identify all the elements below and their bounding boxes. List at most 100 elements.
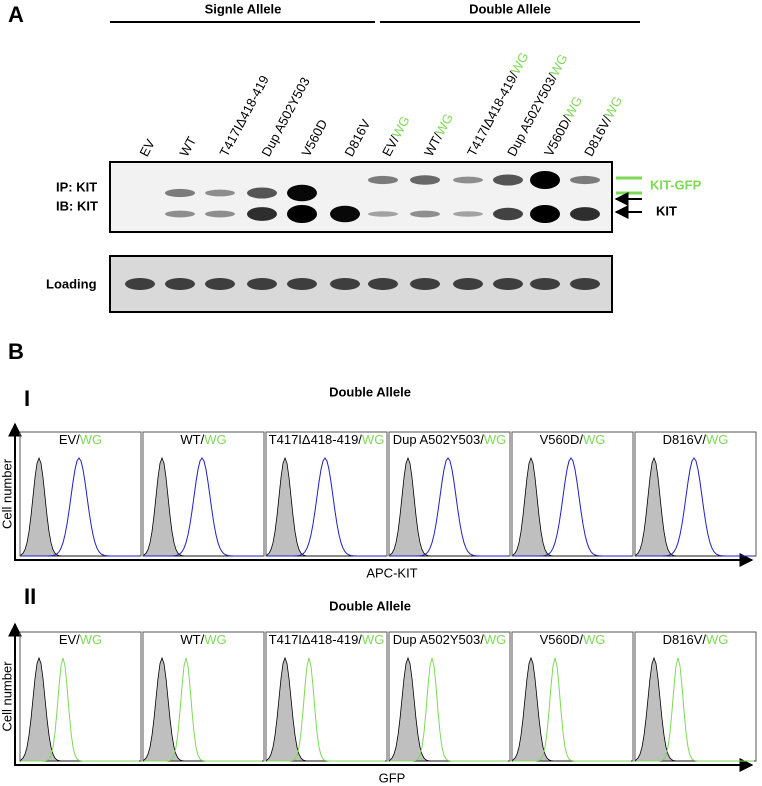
lane-label: EV (136, 136, 158, 159)
lane-label: WT (176, 134, 199, 159)
sample-label: EV/WG (59, 632, 102, 647)
loading-band (410, 278, 440, 290)
x-axis-label: APC-KIT (366, 565, 417, 580)
control-peak (20, 656, 140, 762)
band (453, 176, 483, 184)
label-name: D816V/ (663, 632, 707, 647)
control-peak (143, 456, 263, 557)
group-label: Signle Allele (205, 1, 282, 16)
loading-band (330, 278, 360, 290)
lane-label: WT/WG (421, 111, 456, 159)
row-title: Double Allele (329, 384, 411, 399)
label-tag: WG (484, 632, 506, 647)
sample-peak (513, 457, 631, 557)
sample-peak (636, 657, 754, 762)
band (530, 171, 560, 189)
label-tag: WG (204, 432, 226, 447)
blot-label: IB: KIT (56, 198, 98, 213)
label-tag: WG (583, 632, 605, 647)
control-peak (143, 656, 263, 762)
sample-peak (144, 457, 262, 557)
control-peak (389, 456, 509, 557)
sample-peak (267, 657, 385, 762)
control-peak (389, 656, 509, 762)
band (165, 210, 195, 218)
loading-band (493, 278, 523, 290)
sample-peak (390, 657, 508, 762)
label-name: WT/ (180, 432, 204, 447)
lane-label: V560D/WG (541, 94, 585, 159)
sample-label: WT/WG (180, 432, 226, 447)
band (493, 207, 523, 221)
group-label: Double Allele (469, 1, 551, 16)
sample-peak (513, 657, 631, 762)
sample-peak (144, 657, 262, 762)
band (247, 187, 277, 199)
band (453, 211, 483, 217)
lane-label: D816V (341, 117, 373, 159)
label-tag: WG (706, 432, 728, 447)
sample-peak (21, 657, 139, 762)
label-name: Dup A502Y503/ (393, 432, 484, 447)
loading-band (205, 278, 235, 290)
label-name: V560D/ (540, 632, 584, 647)
sample-label: Dup A502Y503/WG (393, 632, 506, 647)
sample-peak (21, 457, 139, 557)
label-name: EV/ (59, 432, 80, 447)
band (410, 210, 440, 218)
band (493, 174, 523, 186)
band (570, 207, 600, 221)
sample-label: EV/WG (59, 432, 102, 447)
loading-band (125, 278, 155, 290)
band (410, 175, 440, 185)
sample-label: Dup A502Y503/WG (393, 432, 506, 447)
sample-label: V560D/WG (540, 432, 606, 447)
row-title: Double Allele (329, 598, 411, 613)
sample-label: T417IΔ418-419/WG (269, 632, 385, 647)
sample-label: WT/WG (180, 632, 226, 647)
loading-band (287, 278, 317, 290)
row-label: II (24, 584, 36, 609)
control-peak (20, 456, 140, 557)
sample-label: D816V/WG (663, 432, 729, 447)
band (368, 211, 398, 217)
label-tag: WG (362, 432, 384, 447)
label-tag: WG (484, 432, 506, 447)
arrow-label: KIT-GFP (650, 177, 702, 192)
blot-label: IP: KIT (56, 179, 97, 194)
control-peak (266, 656, 386, 762)
loading-band (247, 278, 277, 290)
label-name: V560D/ (541, 113, 575, 159)
label-name: D816V/ (663, 432, 707, 447)
panel-label: B (8, 339, 24, 364)
band (287, 184, 317, 202)
label-name: WT/ (180, 632, 204, 647)
sample-label: V560D/WG (540, 632, 606, 647)
label-tag: WG (80, 632, 102, 647)
control-peak (512, 656, 632, 762)
label-name: D816V/ (581, 113, 615, 159)
band (205, 210, 235, 218)
label-tag: WG (706, 632, 728, 647)
label-tag: WG (204, 632, 226, 647)
label-name: T417IΔ418-419/ (269, 432, 363, 447)
y-axis-label: Cell number (0, 661, 14, 732)
label-name: T417IΔ418-419/ (269, 632, 363, 647)
band (287, 205, 317, 223)
sample-peak (390, 457, 508, 557)
sample-label: T417IΔ418-419/WG (269, 432, 385, 447)
label-name: EV/ (59, 632, 80, 647)
band (570, 175, 600, 185)
band (205, 189, 235, 197)
band (165, 188, 195, 198)
sample-peak (636, 457, 754, 557)
x-axis-label: GFP (379, 770, 406, 785)
control-peak (266, 456, 386, 557)
loading-band (165, 278, 195, 290)
lane-label: EV/WG (379, 114, 413, 159)
band (247, 207, 277, 221)
label-name: V560D/ (540, 432, 584, 447)
band (530, 205, 560, 223)
sample-peak (267, 457, 385, 557)
y-axis-label: Cell number (0, 458, 14, 529)
